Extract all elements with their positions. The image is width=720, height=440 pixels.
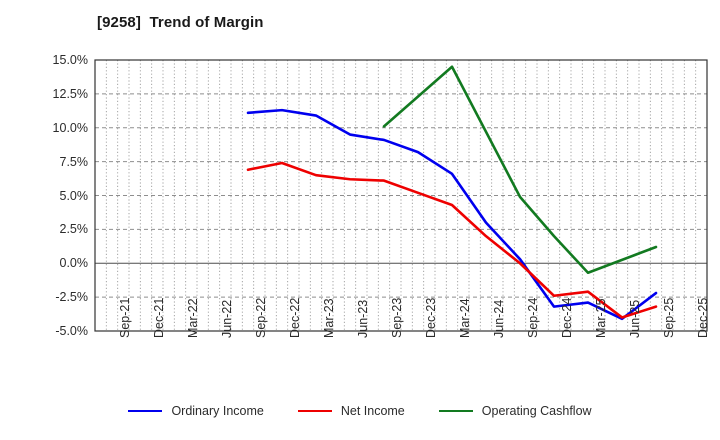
y-tick-label: -5.0% — [55, 324, 88, 338]
y-tick-label: 5.0% — [59, 188, 89, 203]
x-tick-label: Sep-22 — [253, 297, 268, 338]
legend-line-swatch — [128, 410, 163, 412]
x-tick-label: Jun-24 — [491, 299, 506, 338]
legend-line-swatch — [438, 410, 473, 412]
x-tick-label: Mar-22 — [185, 298, 200, 338]
x-tick-label: Sep-25 — [661, 297, 676, 338]
y-tick-label: 15.0% — [52, 53, 88, 67]
x-tick-label: Jun-22 — [219, 299, 234, 338]
y-tick-label: 12.5% — [52, 86, 88, 101]
x-tick-label: Dec-23 — [423, 297, 438, 338]
legend-label: Net Income — [340, 404, 405, 418]
y-tick-label: 0.0% — [59, 256, 89, 271]
legend-label: Ordinary Income — [171, 404, 264, 418]
chart-legend: Ordinary Income Net Income Operating Cashf… — [0, 404, 720, 418]
x-tick-label: Jun-23 — [355, 299, 370, 338]
legend-item[interactable]: Operating Cashflow — [438, 404, 592, 418]
x-tick-label: Dec-22 — [287, 297, 302, 338]
legend-item[interactable]: Net Income — [297, 404, 405, 418]
x-tick-label: Dec-21 — [151, 297, 166, 338]
x-tick-label: Jun-25 — [627, 299, 642, 338]
chart-title: [9258] Trend of Margin — [97, 14, 264, 31]
x-tick-label: Mar-24 — [457, 298, 472, 338]
x-tick-label: Sep-21 — [117, 297, 132, 338]
y-tick-label: -2.5% — [55, 290, 88, 305]
legend-item[interactable]: Ordinary Income — [128, 404, 264, 418]
x-tick-label: Dec-25 — [695, 297, 710, 338]
legend-label: Operating Cashflow — [481, 404, 592, 418]
x-tick-label: Mar-23 — [321, 298, 336, 338]
y-tick-label: 2.5% — [59, 222, 89, 237]
y-tick-label: 10.0% — [52, 120, 88, 135]
x-tick-label: Mar-25 — [593, 298, 608, 338]
y-tick-label: 7.5% — [59, 154, 89, 169]
x-tick-label: Sep-24 — [525, 297, 540, 338]
legend-line-swatch — [297, 410, 332, 412]
x-tick-label: Sep-23 — [389, 297, 404, 338]
x-tick-label: Dec-24 — [559, 297, 574, 338]
